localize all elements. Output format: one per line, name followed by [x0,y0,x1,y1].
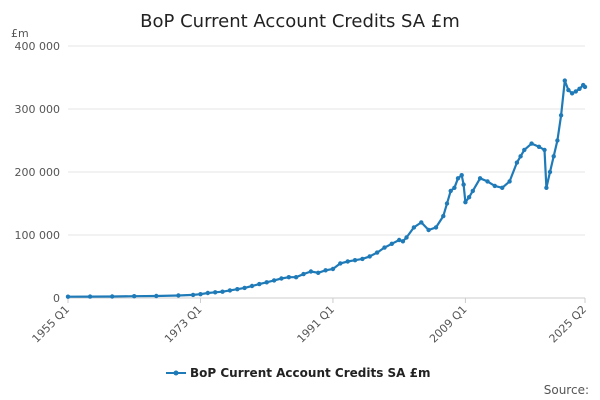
data-point[interactable] [514,160,520,165]
legend[interactable]: BoP Current Account Credits SA £m [166,366,431,380]
data-point[interactable] [466,195,472,200]
data-point[interactable] [444,201,450,206]
data-point[interactable] [176,293,181,298]
gridlines [68,45,585,299]
data-point[interactable] [271,278,277,283]
y-tick-label: 100 000 [15,229,61,242]
source-label: Source: [544,383,589,397]
data-point[interactable] [190,292,196,298]
x-tick-label: 1955 Q1 [30,303,73,346]
data-point[interactable] [360,256,365,262]
data-point[interactable] [286,275,291,280]
data-point[interactable] [404,235,409,240]
data-point[interactable] [566,87,571,93]
y-tick-label: 300 000 [15,103,61,116]
data-point[interactable] [426,227,431,233]
data-point[interactable] [411,225,417,230]
data-point[interactable] [441,213,446,219]
data-point[interactable] [323,268,328,273]
data-point[interactable] [542,147,547,153]
y-axis-unit-label: £m [11,27,29,40]
data-point[interactable] [87,294,93,299]
data-point[interactable] [582,84,588,90]
data-point[interactable] [367,254,372,259]
data-point[interactable] [400,239,406,244]
y-tick-label: 400 000 [15,40,61,53]
data-point[interactable] [316,270,321,275]
data-point[interactable] [198,292,203,297]
data-point[interactable] [205,290,210,296]
data-point[interactable] [492,183,497,189]
x-tick-label: 2025 Q2 [547,303,590,346]
data-point[interactable] [110,294,115,299]
data-point[interactable] [551,154,556,159]
data-point[interactable] [389,241,394,246]
data-point[interactable] [65,294,71,299]
x-axis-tick-labels: 1955 Q1 1973 Q1 1991 Q1 2009 Q1 2025 Q2 [30,298,590,346]
data-point[interactable] [338,261,343,266]
data-point[interactable] [249,283,255,289]
data-point[interactable] [433,225,439,230]
x-tick-label: 2009 Q1 [427,303,470,346]
data-point[interactable] [448,188,453,194]
data-point[interactable] [573,89,578,94]
data-point[interactable] [463,200,468,205]
data-point[interactable] [536,144,542,149]
data-point[interactable] [264,280,269,285]
data-point[interactable] [470,188,475,194]
data-point[interactable] [382,245,387,250]
data-point[interactable] [227,288,233,293]
legend-label: BoP Current Account Credits SA £m [190,366,431,380]
data-point[interactable] [452,185,457,190]
data-point[interactable] [154,293,159,299]
data-point[interactable] [518,154,523,159]
y-tick-label: 200 000 [15,166,61,179]
data-point[interactable] [455,176,461,181]
data-point[interactable] [544,185,549,190]
data-point[interactable] [500,185,505,190]
data-point[interactable] [242,285,247,291]
data-point[interactable] [352,258,358,263]
data-point[interactable] [477,176,483,181]
data-point[interactable] [374,250,380,255]
data-point[interactable] [569,91,575,96]
data-point[interactable] [279,276,284,281]
chart-title: BoP Current Account Credits SA £m [140,11,460,32]
data-point[interactable] [397,237,402,243]
y-tick-label: 0 [53,292,60,305]
series-points [65,78,588,299]
data-point[interactable] [529,141,534,146]
series-line [67,79,586,298]
legend-swatch-marker [173,370,179,376]
data-point[interactable] [257,281,262,287]
data-point[interactable] [345,259,350,264]
x-tick-label: 1973 Q1 [162,303,205,346]
data-point[interactable] [419,220,424,225]
data-point[interactable] [308,269,314,274]
data-point[interactable] [558,113,564,118]
y-axis-tick-labels: 0 100 000 200 000 300 000 400 000 [15,40,61,305]
data-point[interactable] [301,271,306,277]
data-point[interactable] [577,86,582,92]
data-point[interactable] [213,290,218,295]
data-point[interactable] [522,147,527,153]
data-point[interactable] [507,179,512,184]
data-point[interactable] [330,266,336,272]
data-point[interactable] [547,169,553,175]
data-point[interactable] [132,294,137,299]
data-point[interactable] [459,173,464,178]
data-point[interactable] [485,179,490,184]
data-point[interactable] [220,289,225,294]
data-point[interactable] [461,182,466,187]
x-tick-label: 1991 Q1 [295,303,338,346]
data-point[interactable] [293,275,299,280]
data-point[interactable] [562,78,567,83]
data-point[interactable] [235,287,240,292]
data-point[interactable] [555,138,560,143]
